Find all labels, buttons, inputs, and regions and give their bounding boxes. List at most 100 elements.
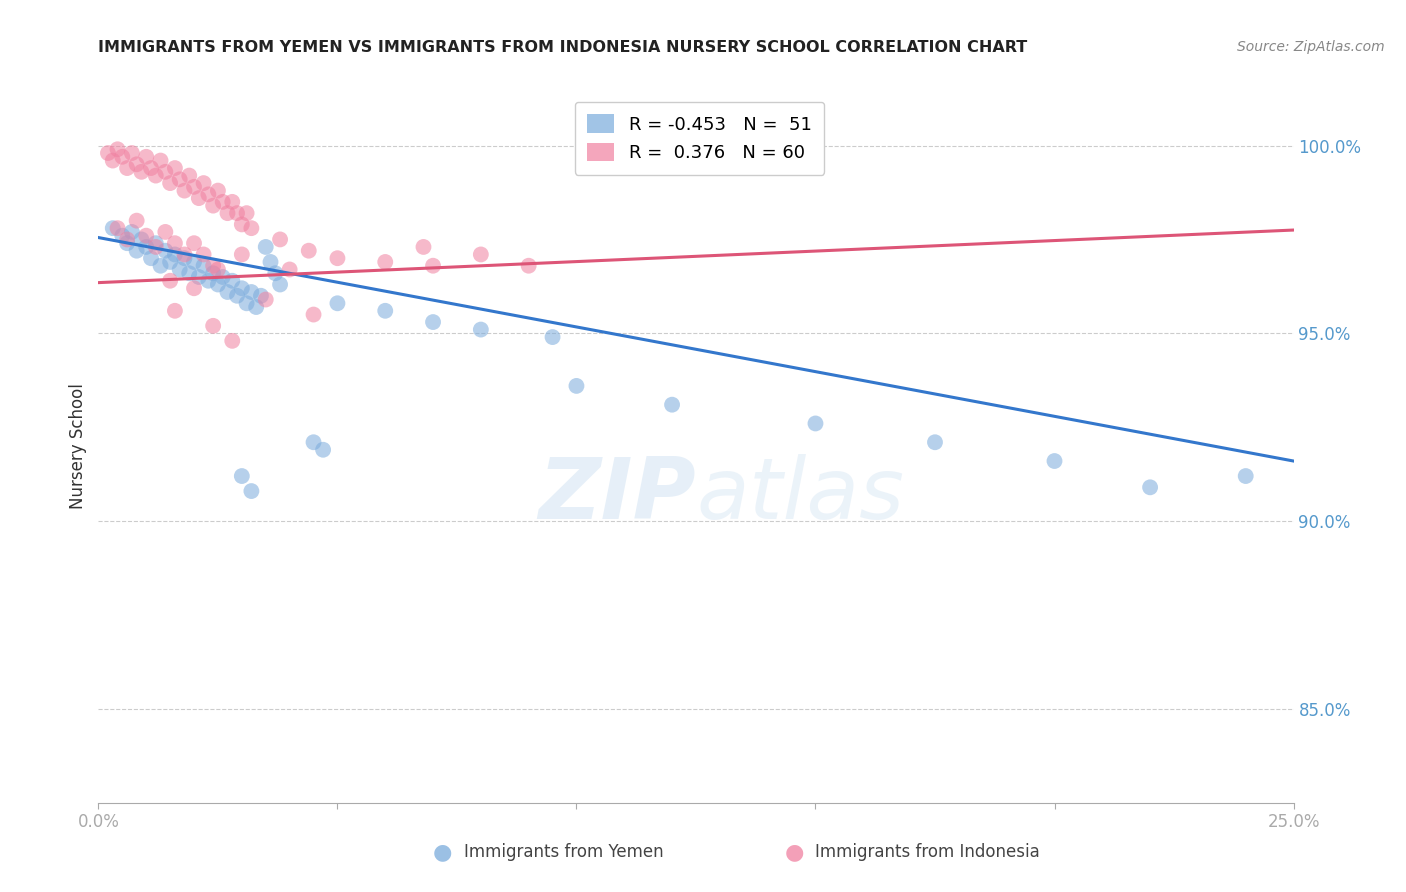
Point [207,277,229,292]
Text: Immigrants from Indonesia: Immigrants from Indonesia [815,843,1040,861]
Point [173,247,195,261]
Point [217,206,239,220]
Point [111,228,134,243]
Point [231,218,253,232]
Point [193,176,215,190]
Y-axis label: Nursery School: Nursery School [69,383,87,509]
Point [183,281,205,295]
Point [250,289,273,303]
Text: IMMIGRANTS FROM YEMEN VS IMMIGRANTS FROM INDONESIA NURSERY SCHOOL CORRELATION CH: IMMIGRANTS FROM YEMEN VS IMMIGRANTS FROM… [98,40,1028,55]
Point [155,165,177,179]
Point [240,285,263,299]
Point [145,236,167,251]
Point [163,236,186,251]
Point [193,259,215,273]
Point [422,315,444,329]
Point [101,153,124,168]
Point [202,259,225,273]
Point [924,435,946,450]
Point [149,153,172,168]
Point [231,469,253,483]
Point [264,266,287,280]
Point [1043,454,1066,468]
Point [107,221,129,235]
Point [278,262,301,277]
Point [470,247,492,261]
Point [149,259,172,273]
Point [326,296,349,310]
Point [131,232,153,246]
Point [183,255,205,269]
Point [197,274,219,288]
Point [173,251,195,265]
Point [197,187,219,202]
Point [145,169,167,183]
Point [115,236,138,251]
Point [115,161,138,175]
Point [269,277,291,292]
Point [207,262,229,277]
Point [115,232,138,246]
Point [173,184,195,198]
Point [374,255,396,269]
Point [231,247,253,261]
Point [226,206,249,220]
Point [121,225,143,239]
Point [159,255,181,269]
Point [565,379,588,393]
Point [374,303,396,318]
Point [1139,480,1161,494]
Point [259,255,281,269]
Point [221,274,243,288]
Point [231,281,253,295]
Point [135,228,157,243]
Point [217,285,239,299]
Point [163,247,186,261]
Point [207,184,229,198]
Point [169,172,191,186]
Point [179,169,201,183]
Point [269,232,291,246]
Point [254,240,277,254]
Point [179,266,201,280]
Point [169,262,191,277]
Point [135,240,157,254]
Point [412,240,434,254]
Point [163,161,186,175]
Point [326,251,349,265]
Point [245,300,267,314]
Point [183,236,205,251]
Point [422,259,444,273]
Point [125,157,148,171]
Point [302,435,325,450]
Point [240,484,263,499]
Point [121,146,143,161]
Point [226,289,249,303]
Point [97,146,120,161]
Text: atlas: atlas [696,454,904,538]
Point [155,244,177,258]
Point [125,213,148,227]
Point [298,244,321,258]
Point [159,274,181,288]
Point [163,303,186,318]
Point [155,225,177,239]
Text: ZIP: ZIP [538,454,696,538]
Point [235,206,257,220]
Point [202,199,225,213]
Point [541,330,564,344]
Text: Source: ZipAtlas.com: Source: ZipAtlas.com [1237,40,1385,54]
Point [661,398,683,412]
Point [145,240,167,254]
Point [470,322,492,336]
Legend: R = -0.453   N =  51, R =  0.376   N = 60: R = -0.453 N = 51, R = 0.376 N = 60 [575,102,824,175]
Point [221,194,243,209]
Point [183,179,205,194]
Text: ●: ● [785,842,804,862]
Point [312,442,335,457]
Point [139,251,162,265]
Point [211,194,233,209]
Point [139,161,162,175]
Point [135,150,157,164]
Point [159,176,181,190]
